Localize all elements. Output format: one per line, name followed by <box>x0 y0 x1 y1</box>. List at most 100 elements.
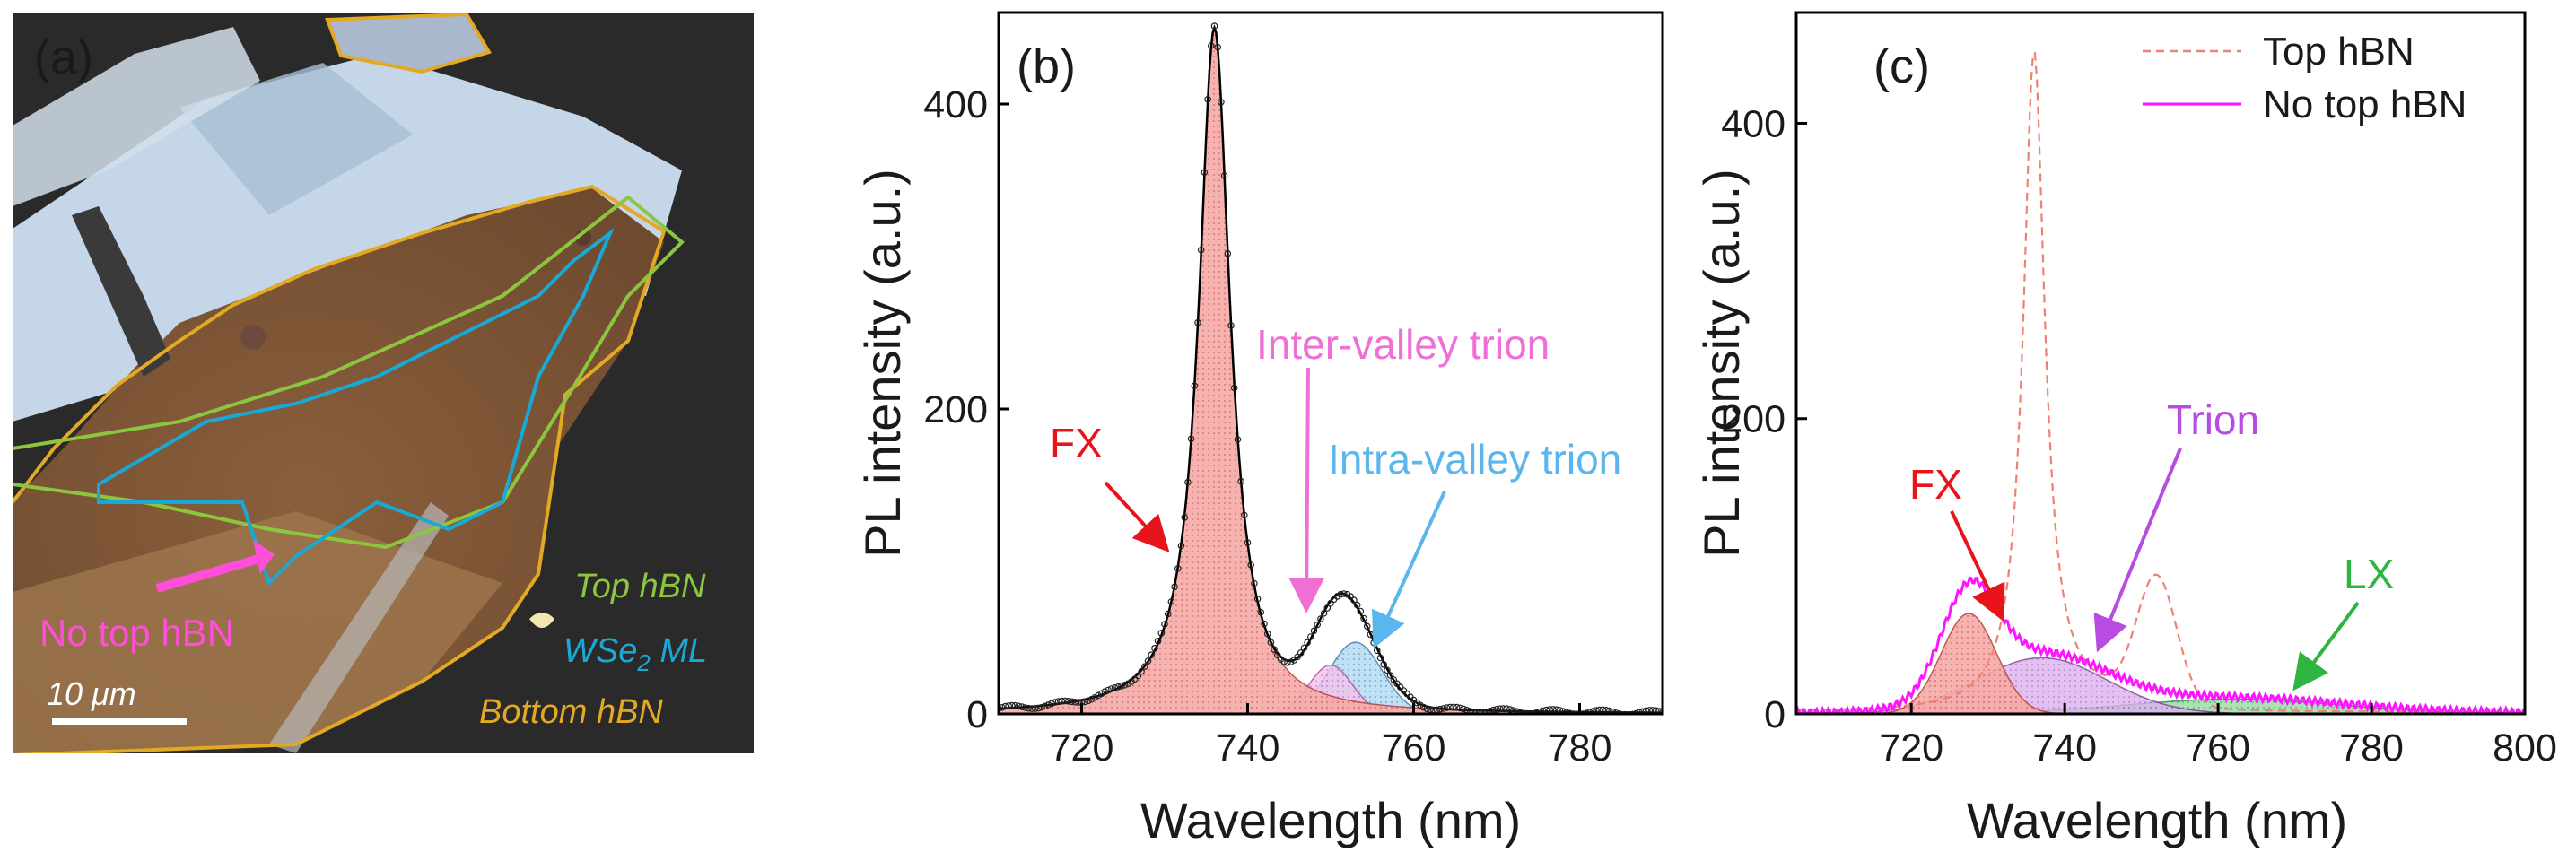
inter-valley-trion-fill <box>999 664 1663 714</box>
data-point <box>1118 683 1125 690</box>
data-point <box>1001 702 1009 710</box>
panel-b-xtick-label-2: 760 <box>1382 726 1446 770</box>
panel-b-annotation-inter-valley: Inter-valley trion <box>1256 321 1550 368</box>
panel-c-arrow-fx <box>1950 510 2005 622</box>
panel-c-xtick-label-2: 760 <box>2186 726 2250 770</box>
data-point <box>1161 621 1168 628</box>
bubble <box>240 325 266 350</box>
legend-top-hbn: Top hBN <box>574 568 706 605</box>
data-point <box>1167 598 1175 605</box>
no-top-hbn-arrow <box>155 553 264 593</box>
top-hbn-outline <box>13 195 685 550</box>
data-point <box>1009 701 1016 709</box>
data-point <box>1659 709 1663 714</box>
panel-c-ytick-label-2: 400 <box>1721 102 1786 145</box>
legend-label-no-top-hbn: No top hBN <box>2263 83 2467 126</box>
legend-label-top-hbn: Top hBN <box>2263 30 2414 74</box>
data-point <box>1214 43 1222 51</box>
data-point <box>1483 709 1490 714</box>
data-point <box>1138 667 1145 675</box>
panel-c-xtick-label-3: 780 <box>2339 726 2404 770</box>
data-point <box>1440 705 1447 712</box>
data-point <box>1191 382 1199 390</box>
data-point <box>1044 700 1052 709</box>
data-point <box>1144 657 1152 665</box>
data-point <box>1267 639 1275 647</box>
data-point <box>1181 514 1189 521</box>
data-point <box>1227 322 1235 329</box>
data-point <box>1304 639 1311 647</box>
data-point <box>1384 666 1391 674</box>
data-point <box>1585 709 1594 714</box>
panel-b-ytick-label-2: 400 <box>923 83 988 126</box>
data-point <box>1035 704 1043 712</box>
top-hbn-line <box>1796 51 2525 713</box>
data-point <box>1427 706 1434 714</box>
data-point <box>1251 579 1258 587</box>
data-point <box>1184 478 1192 486</box>
debris-streak <box>269 502 449 753</box>
data-point <box>1108 685 1115 692</box>
data-point <box>1314 621 1322 629</box>
panel-b-arrow-intra-valley <box>1371 491 1446 649</box>
panel-b-ytick-label-1: 200 <box>923 388 988 431</box>
panel-b-arrow-fx <box>1104 481 1170 552</box>
data-point <box>1536 708 1543 714</box>
data-point <box>1071 698 1078 706</box>
data-point <box>1360 614 1367 622</box>
data-point <box>1021 704 1029 711</box>
data-point <box>1114 683 1122 691</box>
data-point <box>1287 658 1295 666</box>
data-point <box>1626 711 1633 714</box>
data-point <box>1247 561 1255 569</box>
data-point <box>1241 511 1248 519</box>
panel-b-frame <box>997 11 1664 716</box>
data-point <box>1187 435 1195 443</box>
data-point <box>1446 703 1454 711</box>
data-point <box>1134 672 1142 680</box>
data-point <box>1105 686 1112 694</box>
panel-c-annotation-trion: Trion <box>2167 396 2259 443</box>
data-point <box>1111 683 1119 691</box>
panel-c-arrow-trion <box>2093 448 2182 653</box>
no-top-hbn-line <box>1796 576 2525 714</box>
data-point <box>1419 703 1428 711</box>
panel-c-ylabel: PL intensity (a.u.) <box>1693 169 1750 558</box>
data-point <box>1619 710 1627 714</box>
panel-c-xtick-label-0: 720 <box>1879 726 1943 770</box>
wse2-outline <box>97 227 615 587</box>
data-point <box>1466 708 1474 714</box>
data-point <box>1244 539 1252 546</box>
data-point <box>1210 22 1218 30</box>
data-point <box>1015 702 1023 710</box>
data-point <box>1154 637 1162 645</box>
data-point <box>1307 633 1314 640</box>
data-point <box>1124 680 1132 688</box>
data-point <box>1496 705 1504 713</box>
data-point <box>1197 246 1205 254</box>
panel-b-label: (b) <box>1017 39 1076 93</box>
data-point <box>1201 169 1209 177</box>
data-point <box>1589 708 1597 714</box>
data-point <box>1085 697 1092 705</box>
panel-b-xtick-label-3: 780 <box>1548 726 1612 770</box>
data-point <box>1629 710 1637 714</box>
data-point <box>1164 610 1172 618</box>
data-point <box>1376 654 1384 662</box>
data-point <box>1450 703 1457 711</box>
data-point <box>1274 651 1281 659</box>
data-point <box>1141 663 1148 671</box>
data-point <box>1516 709 1524 714</box>
data-point <box>1257 608 1265 616</box>
data-point <box>1327 599 1334 607</box>
data-point <box>1224 249 1232 257</box>
data-point <box>1095 691 1102 700</box>
small-hbn-flake <box>325 13 493 74</box>
panel-c-frame <box>1794 11 2527 716</box>
data-point <box>1025 704 1033 712</box>
no-top-hbn-arrowhead <box>253 540 275 574</box>
data-point <box>1208 42 1215 49</box>
data-point <box>1220 172 1228 179</box>
data-point <box>1284 658 1291 666</box>
